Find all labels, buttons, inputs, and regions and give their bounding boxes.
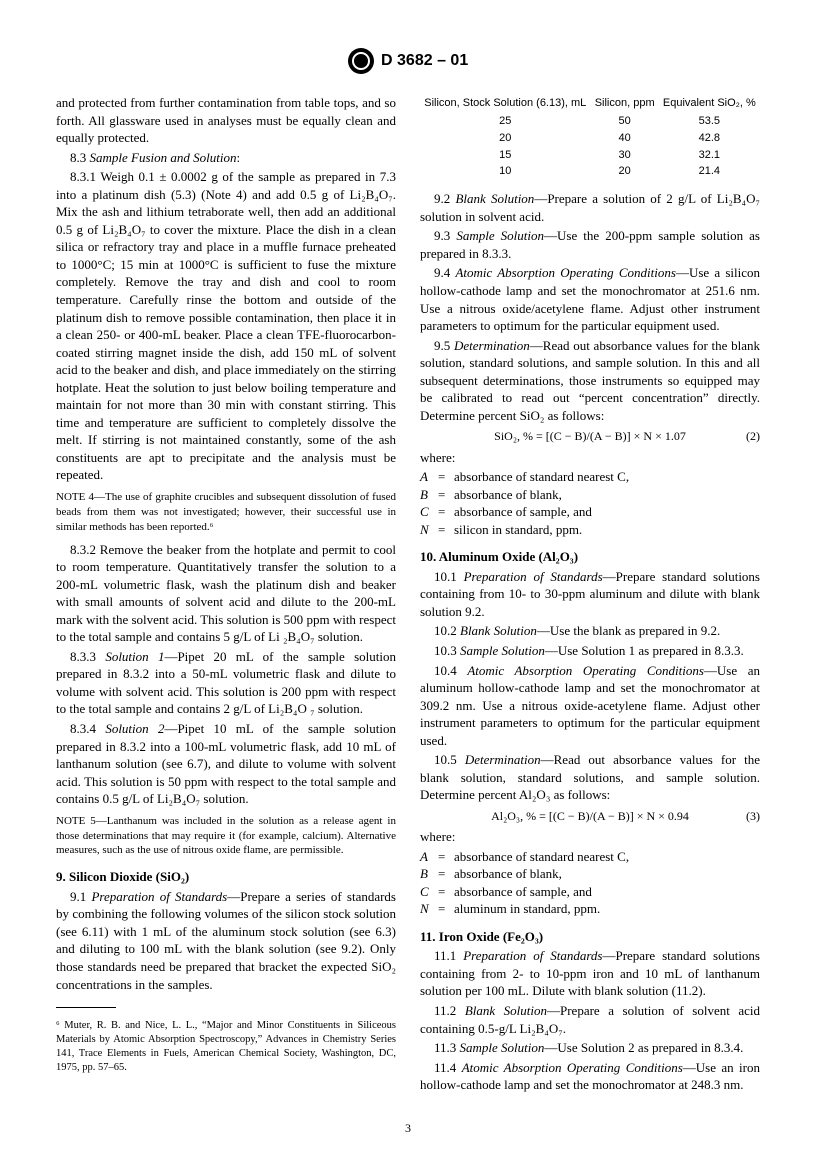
sec-10-4: 10.4 Atomic Absorption Operating Conditi… [420,662,760,750]
sec-11-4: 11.4 Atomic Absorption Operating Conditi… [420,1059,760,1094]
note-4: NOTE 4—The use of graphite crucibles and… [56,490,396,535]
sec-11-3: 11.3 Sample Solution—Use Solution 2 as p… [420,1039,760,1057]
where-list-al2o3: A=absorbance of standard nearest C, B=ab… [420,848,760,918]
table-head-2: Equivalent SiO₂, % [659,94,760,113]
table-row: 204042.8 [420,130,760,147]
sec-8-3-title: 8.3 Sample Fusion and Solution: [56,149,396,167]
sec-8-3-4: 8.3.4 Solution 2—Pipet 10 mL of the samp… [56,720,396,808]
table-row: 255053.5 [420,113,760,130]
body-columns: and protected from further contamination… [56,94,760,1096]
equation-3: Al₂O₃, % = [(C − B)/(A − B)] × N × 0.94 … [420,808,760,824]
footnote-6: ⁶ Muter, R. B. and Nice, L. L., “Major a… [56,1019,396,1076]
sec-10-5: 10.5 Determination—Read out absorbance v… [420,751,760,804]
where-label-2: where: [420,828,760,846]
table-row: 153032.1 [420,147,760,164]
silicon-standards-table: Silicon, Stock Solution (6.13), mL Silic… [420,94,760,180]
sec-11-2: 11.2 Blank Solution—Prepare a solution o… [420,1002,760,1037]
sec-10-title: 10. Aluminum Oxide (Al₂O₃) [420,548,760,566]
sec-10-1: 10.1 Preparation of Standards—Prepare st… [420,568,760,621]
astm-logo [348,48,374,74]
where-list-sio2: A=absorbance of standard nearest C, B=ab… [420,468,760,538]
table-head-0: Silicon, Stock Solution (6.13), mL [420,94,591,113]
sec-11-title: 11. Iron Oxide (Fe₂O₃) [420,928,760,946]
sec-9-5: 9.5 Determination—Read out absorbance va… [420,337,760,425]
footnote-rule [56,1007,116,1008]
table-row: 102021.4 [420,163,760,180]
sec-9-2: 9.2 Blank Solution—Prepare a solution of… [420,190,760,225]
sec-11-1: 11.1 Preparation of Standards—Prepare st… [420,947,760,1000]
sec-9-4: 9.4 Atomic Absorption Operating Conditio… [420,264,760,334]
sec-9-title: 9. Silicon Dioxide (SiO₂) [56,868,396,886]
sec-8-3-3: 8.3.3 Solution 1—Pipet 20 mL of the samp… [56,648,396,718]
equation-2: SiO₂, % = [(C − B)/(A − B)] × N × 1.07 (… [420,428,760,444]
sec-8-3-2: 8.3.2 Remove the beaker from the hotplat… [56,541,396,646]
sec-8-3-1: 8.3.1 Weigh 0.1 ± 0.0002 g of the sample… [56,168,396,484]
sec-9-1: 9.1 Preparation of Standards—Prepare a s… [56,888,396,993]
sec-10-2: 10.2 Blank Solution—Use the blank as pre… [420,622,760,640]
para-intro: and protected from further contamination… [56,94,396,147]
designation: D 3682 – 01 [381,50,468,72]
sec-9-3: 9.3 Sample Solution—Use the 200-ppm samp… [420,227,760,262]
where-label: where: [420,449,760,467]
page-number: 3 [56,1120,760,1136]
page-header: D 3682 – 01 [56,48,760,74]
note-5: NOTE 5—Lanthanum was included in the sol… [56,814,396,859]
sec-10-3: 10.3 Sample Solution—Use Solution 1 as p… [420,642,760,660]
table-head-1: Silicon, ppm [591,94,659,113]
